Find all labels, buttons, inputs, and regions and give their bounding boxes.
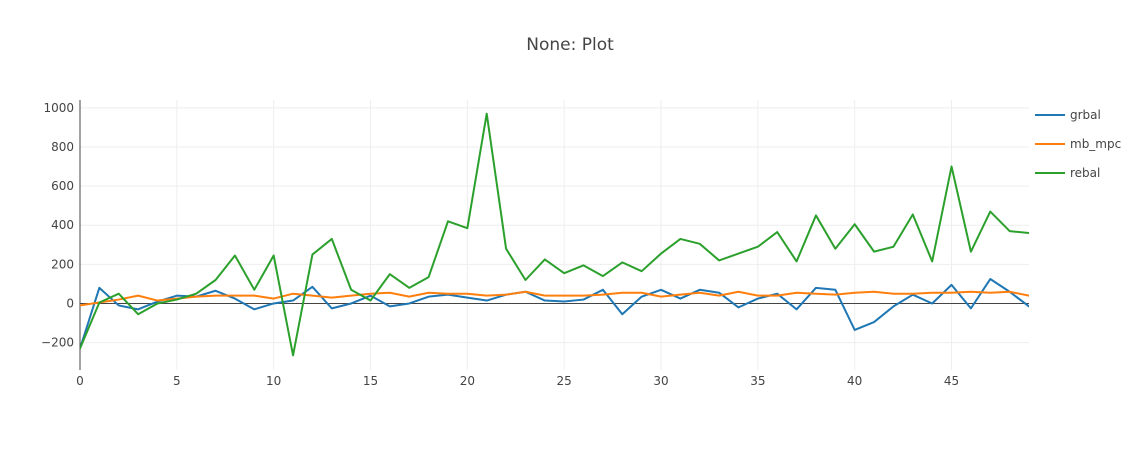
y-tick-label: 200 xyxy=(51,257,74,271)
x-tick-label: 25 xyxy=(557,374,572,388)
y-tick-label: −200 xyxy=(41,336,74,350)
legend-label: mb_mpc xyxy=(1070,137,1121,151)
legend-item-mb-mpc[interactable]: mb_mpc xyxy=(1035,137,1121,151)
x-tick-label: 5 xyxy=(173,374,181,388)
x-tick-label: 20 xyxy=(460,374,475,388)
plot-area xyxy=(80,112,1029,357)
series-line-rebal[interactable] xyxy=(80,112,1029,357)
x-tick-label: 0 xyxy=(76,374,84,388)
y-tick-label: 0 xyxy=(66,296,74,310)
legend-item-grbal[interactable]: grbal xyxy=(1035,108,1101,122)
x-tick-label: 35 xyxy=(750,374,765,388)
x-tick-label: 10 xyxy=(266,374,281,388)
legend-label: grbal xyxy=(1070,108,1101,122)
series-line-mb-mpc[interactable] xyxy=(80,290,1029,307)
x-tick-label: 30 xyxy=(653,374,668,388)
y-tick-label: 800 xyxy=(51,140,74,154)
legend-item-rebal[interactable]: rebal xyxy=(1035,166,1100,180)
y-tick-label: 600 xyxy=(51,179,74,193)
series-line-grbal[interactable] xyxy=(80,278,1029,350)
y-tick-label: 400 xyxy=(51,218,74,232)
x-tick-label: 15 xyxy=(363,374,378,388)
legend-label: rebal xyxy=(1070,166,1100,180)
chart-title: None: Plot xyxy=(526,35,614,55)
x-tick-label: 45 xyxy=(944,374,959,388)
x-tick-label: 40 xyxy=(847,374,862,388)
y-tick-label: 1000 xyxy=(43,101,74,115)
grid xyxy=(80,100,1029,370)
axes: 0 5 10 15 20 25 30 35 40 45 −200 0 200 400 600 800 1000 xyxy=(41,100,1029,388)
